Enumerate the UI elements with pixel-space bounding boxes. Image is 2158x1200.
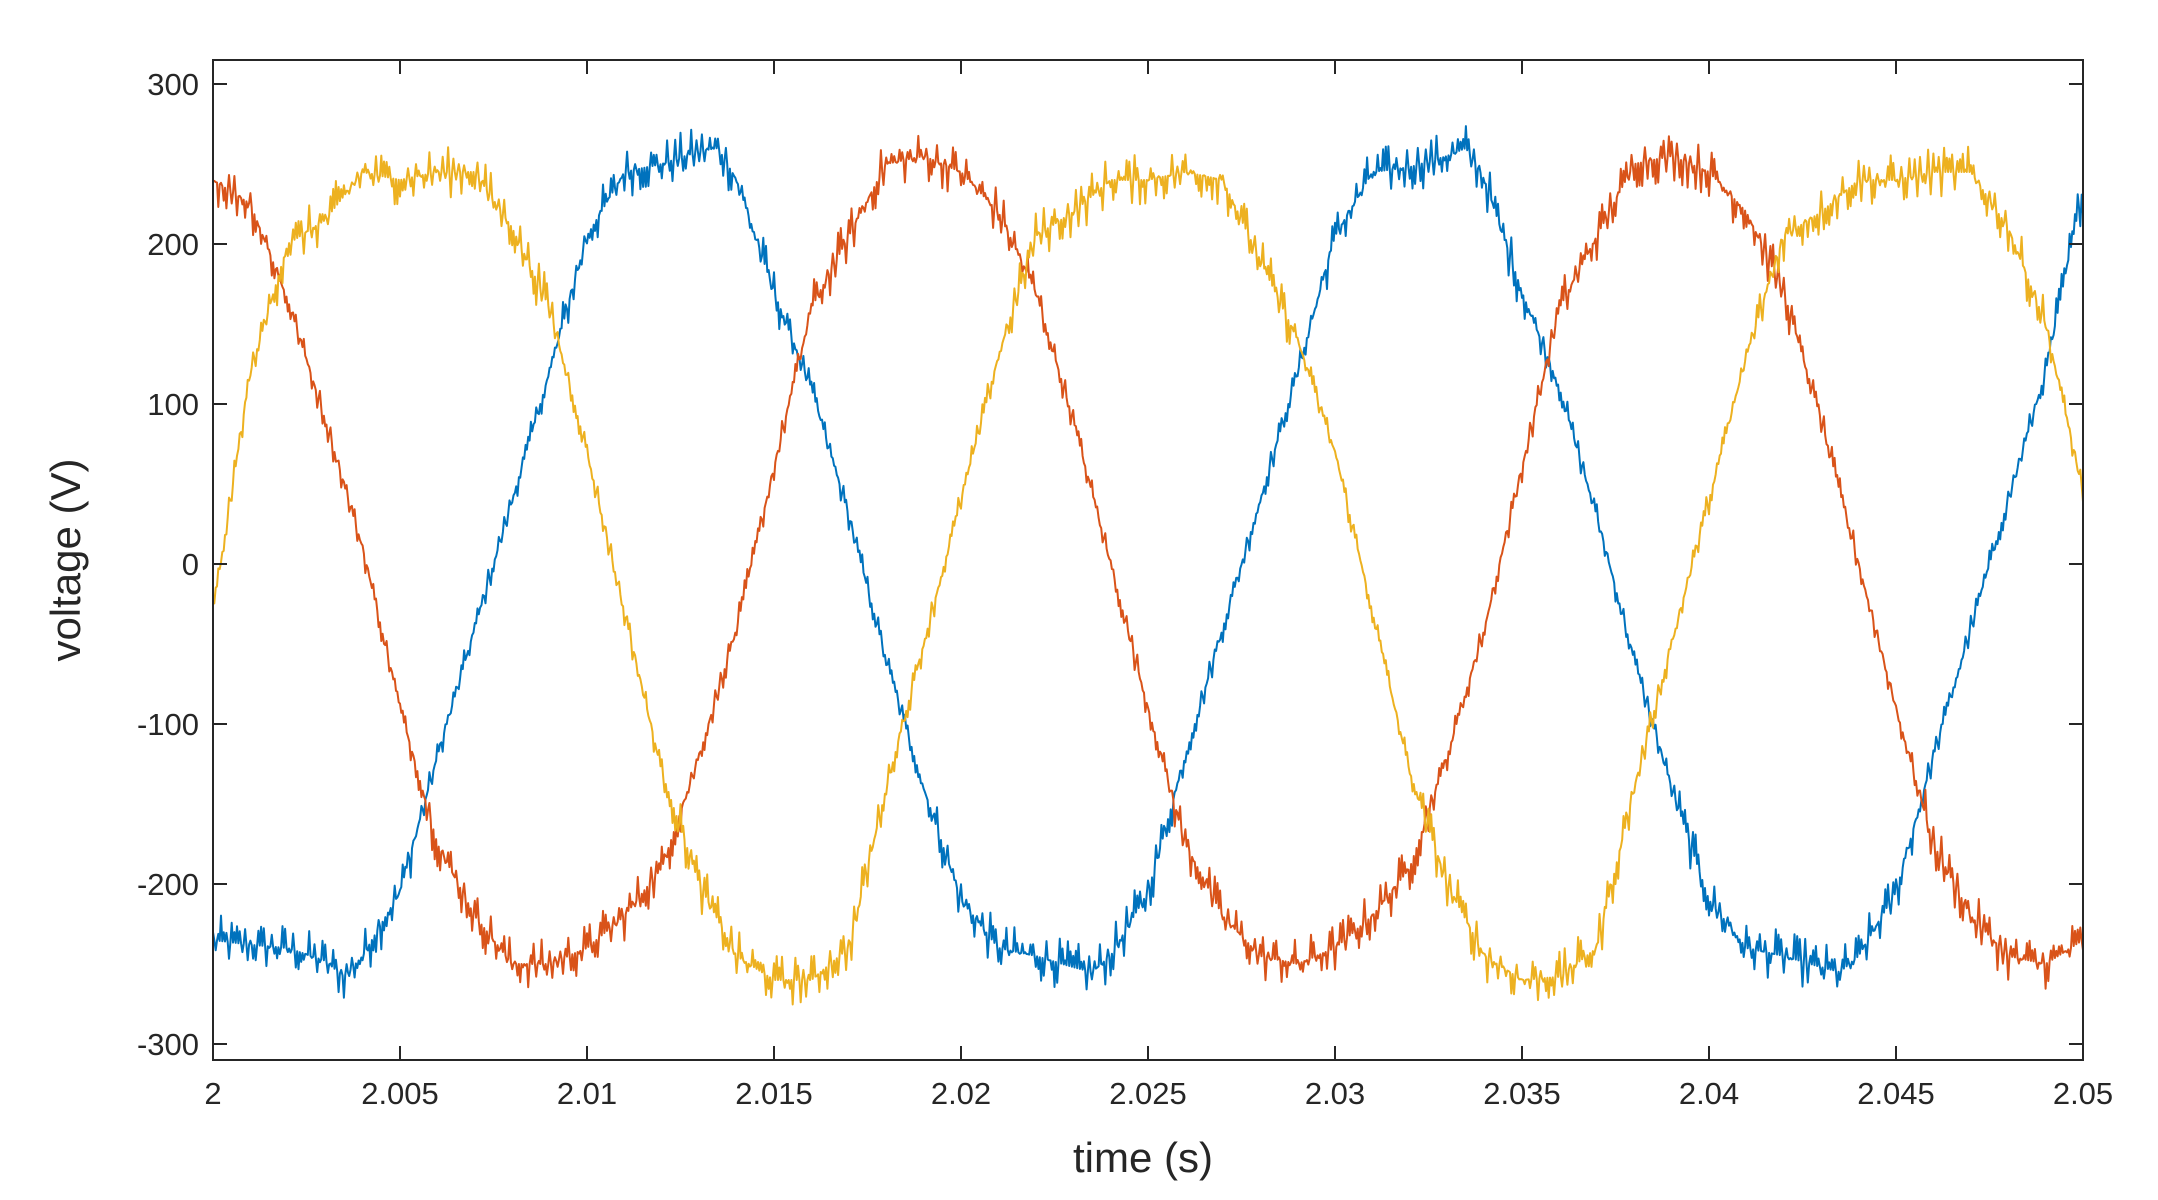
x-tick-label: 2.02 bbox=[931, 1076, 991, 1111]
x-tick-label: 2.005 bbox=[361, 1076, 439, 1111]
x-tick-label: 2.035 bbox=[1483, 1076, 1561, 1111]
y-tick-label: 0 bbox=[182, 547, 199, 582]
series-line-2 bbox=[212, 134, 2084, 990]
y-tick-label: -200 bbox=[137, 867, 199, 902]
y-tick-label: -300 bbox=[137, 1027, 199, 1062]
series-line-3 bbox=[212, 145, 2084, 1006]
x-tick-label: 2.01 bbox=[557, 1076, 617, 1111]
series-layer bbox=[212, 125, 2084, 1006]
x-tick-label: 2.025 bbox=[1109, 1076, 1187, 1111]
y-tick-label: 100 bbox=[147, 387, 199, 422]
y-axis-label: voltage (V) bbox=[42, 458, 89, 661]
x-tick-label: 2.045 bbox=[1857, 1076, 1935, 1111]
x-tick-label: 2.03 bbox=[1305, 1076, 1365, 1111]
x-tick-label: 2.05 bbox=[2053, 1076, 2113, 1111]
x-tick-label: 2.04 bbox=[1679, 1076, 1739, 1111]
series-line-1 bbox=[212, 125, 2084, 999]
x-axis-label: time (s) bbox=[1073, 1134, 1213, 1181]
axes-layer: 2 2.005 2.01 2.015 2.02 2.025 2.03 2.035 2.04 2.0… bbox=[137, 59, 2113, 1111]
x-tick-label: 2.015 bbox=[735, 1076, 813, 1111]
x-tick-label: 2 bbox=[204, 1076, 221, 1111]
y-tick-label: -100 bbox=[137, 707, 199, 742]
y-tick-label: 300 bbox=[147, 67, 199, 102]
y-tick-label: 200 bbox=[147, 227, 199, 262]
